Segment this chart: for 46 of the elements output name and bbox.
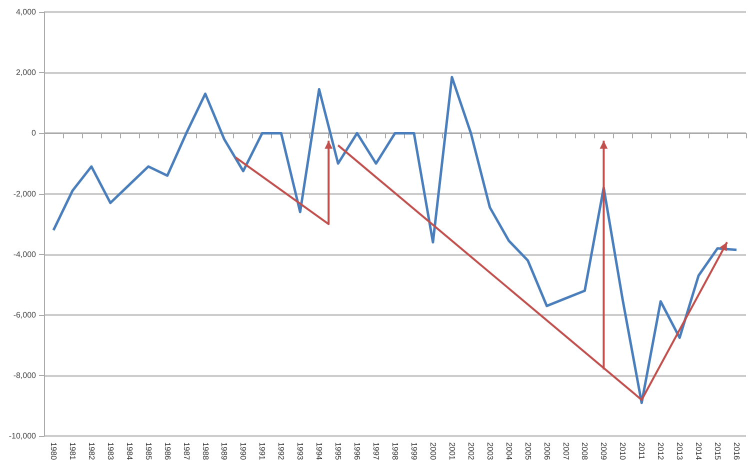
x-tick-label: 2003 bbox=[485, 442, 494, 461]
x-tick-label: 1999 bbox=[409, 442, 418, 461]
x-tick-label: 2010 bbox=[618, 442, 628, 461]
y-tick-label: 4,000 bbox=[16, 8, 37, 16]
x-tick-label: 1996 bbox=[352, 442, 362, 461]
x-tick-label: 2012 bbox=[656, 442, 666, 461]
y-tick-label: -4,000 bbox=[13, 250, 37, 259]
x-tick-label: 1997 bbox=[372, 442, 381, 461]
x-tick-label: 2005 bbox=[523, 442, 532, 461]
x-tick-label: 1993 bbox=[296, 442, 305, 461]
x-tick-label: 2002 bbox=[466, 442, 476, 461]
line-series bbox=[52, 76, 738, 404]
x-tick-label: 2000 bbox=[428, 442, 438, 461]
y-tick-label: -2,000 bbox=[13, 189, 37, 198]
x-tick-label: 1983 bbox=[106, 442, 115, 461]
x-tick-label: 2009 bbox=[599, 442, 608, 461]
x-tick-label: 2014 bbox=[694, 442, 704, 461]
x-tick-label: 1981 bbox=[68, 442, 77, 461]
y-tick-label: -10,000 bbox=[8, 432, 37, 441]
x-tick-label: 2008 bbox=[580, 442, 590, 461]
x-tick-label: 1987 bbox=[182, 442, 191, 461]
x-tick-label: 2001 bbox=[447, 442, 456, 461]
x-tick-label: 1994 bbox=[314, 442, 324, 461]
x-tick-label: 2007 bbox=[561, 442, 570, 461]
x-tick-label: 1984 bbox=[124, 442, 134, 461]
x-tick-label: 1988 bbox=[200, 442, 210, 461]
y-tick-label: 0 bbox=[32, 128, 37, 138]
x-tick-label: 2006 bbox=[542, 442, 552, 461]
x-tick-label: 1989 bbox=[220, 442, 229, 461]
x-tick-label: 1998 bbox=[390, 442, 400, 461]
x-tick-label: 2013 bbox=[675, 442, 684, 461]
x-tick-label: 1992 bbox=[276, 442, 286, 461]
x-tick-label: 2016 bbox=[732, 442, 742, 461]
x-tick-label: 1990 bbox=[238, 442, 248, 461]
x-tick-label: 1985 bbox=[144, 442, 153, 461]
y-tick-label: 2,000 bbox=[16, 68, 37, 78]
x-tick-label: 2011 bbox=[637, 442, 646, 460]
y-tick-label: -8,000 bbox=[13, 371, 37, 380]
x-tick-label: 2015 bbox=[713, 442, 722, 461]
x-tick-label: 1986 bbox=[162, 442, 172, 461]
x-tick-label: 1991 bbox=[258, 442, 267, 461]
x-tick-label: 1980 bbox=[48, 442, 58, 461]
x-tick-label: 1982 bbox=[86, 442, 96, 461]
x-tick-label: 1995 bbox=[334, 442, 343, 461]
x-tick-label: 2004 bbox=[504, 442, 514, 461]
y-tick-label: -6,000 bbox=[13, 310, 37, 320]
